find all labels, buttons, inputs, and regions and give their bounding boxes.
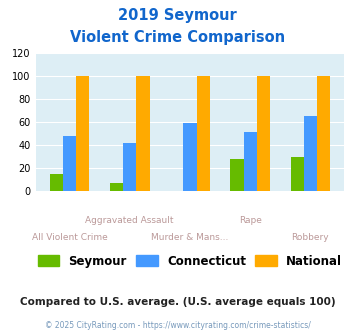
Text: Murder & Mans...: Murder & Mans... [151,233,229,242]
Text: Compared to U.S. average. (U.S. average equals 100): Compared to U.S. average. (U.S. average … [20,297,335,307]
Bar [304,116,317,191]
Bar [317,76,330,191]
Bar [230,159,244,191]
Bar [257,76,270,191]
Bar [197,76,210,191]
Text: Aggravated Assault: Aggravated Assault [86,216,174,225]
Bar [123,143,136,191]
Bar [63,136,76,191]
Bar [244,132,257,191]
Text: All Violent Crime: All Violent Crime [32,233,107,242]
Bar [110,183,123,191]
Text: © 2025 CityRating.com - https://www.cityrating.com/crime-statistics/: © 2025 CityRating.com - https://www.city… [45,321,310,330]
Text: Rape: Rape [239,216,262,225]
Bar [290,157,304,191]
Bar [136,76,149,191]
Legend: Seymour, Connecticut, National: Seymour, Connecticut, National [33,250,347,273]
Text: 2019 Seymour: 2019 Seymour [118,8,237,23]
Text: Violent Crime Comparison: Violent Crime Comparison [70,30,285,45]
Bar [50,174,63,191]
Text: Robbery: Robbery [291,233,329,242]
Bar [183,123,197,191]
Bar [76,76,89,191]
